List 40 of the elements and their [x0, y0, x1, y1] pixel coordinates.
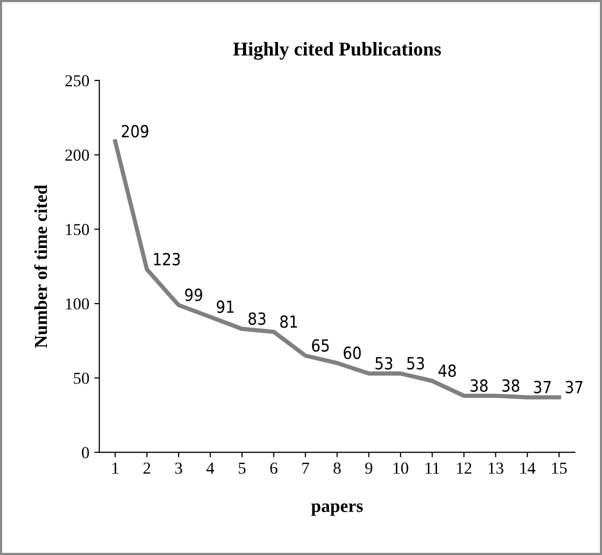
- x-tick-label: 12: [457, 462, 472, 474]
- x-tick-label: 6: [270, 462, 278, 474]
- y-tick-label: 250: [65, 75, 89, 86]
- x-tick-label: 11: [426, 462, 440, 474]
- y-axis-title: Number of time cited: [34, 184, 48, 348]
- data-label: 65: [312, 339, 329, 352]
- data-label: 99: [185, 288, 202, 302]
- data-label: 91: [216, 300, 234, 314]
- data-label: 37: [566, 380, 582, 394]
- x-tick-label: 9: [365, 462, 372, 474]
- x-tick-label: 13: [488, 462, 504, 474]
- chart-title: Highly cited Publications: [233, 42, 441, 60]
- data-label: 38: [502, 379, 520, 392]
- y-tick-label: 100: [66, 298, 89, 310]
- y-tick-label: 50: [74, 372, 89, 384]
- x-tick-label: 14: [520, 462, 536, 474]
- x-tick-label: 7: [302, 462, 310, 474]
- y-tick-label: 150: [66, 224, 89, 236]
- data-label: 48: [438, 364, 456, 377]
- y-tick-label: 0: [82, 447, 89, 458]
- line-series: [113, 139, 562, 400]
- x-tick-label: 4: [206, 462, 214, 474]
- x-tick-label: 15: [552, 462, 567, 474]
- x-tick-label: 3: [175, 462, 182, 474]
- data-label: 53: [376, 356, 392, 370]
- x-tick-label: 10: [394, 462, 408, 474]
- data-label: 209: [122, 124, 148, 138]
- x-tick-label: 5: [238, 462, 246, 474]
- data-label: 123: [154, 252, 180, 266]
- y-tick-label: 200: [65, 150, 89, 161]
- data-label: 37: [534, 380, 551, 394]
- x-axis-title: papers: [311, 503, 363, 516]
- data-label: 83: [248, 312, 266, 325]
- data-label: 38: [470, 379, 488, 392]
- x-tick-label: 2: [143, 462, 150, 474]
- data-label: 60: [344, 346, 361, 360]
- x-tick-label: 1: [112, 462, 118, 474]
- data-label: 53: [407, 356, 424, 370]
- data-label: 81: [280, 315, 297, 328]
- x-tick-label: 8: [334, 462, 341, 474]
